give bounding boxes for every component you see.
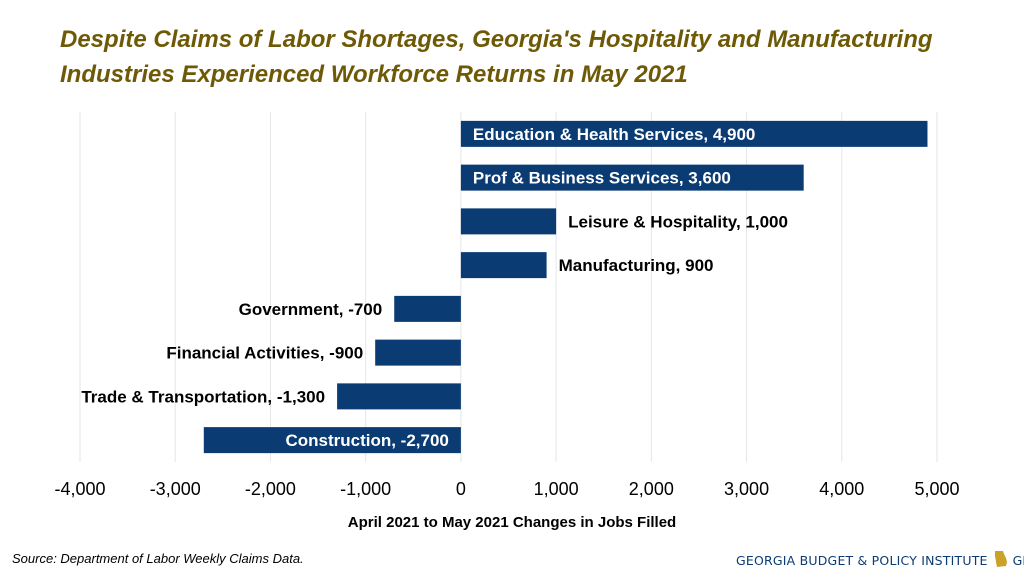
chart-title: Despite Claims of Labor Shortages, Georg… [60,22,1000,92]
georgia-map-icon [994,550,1008,571]
bar [394,295,461,322]
bar-data-label: Trade & Transportation, -1,300 [81,387,325,406]
x-tick-label: 3,000 [724,479,769,499]
x-tick-label: 0 [456,479,466,499]
bar [203,427,461,454]
x-tick-label: -3,000 [150,479,201,499]
bar-data-label: Leisure & Hospitality, 1,000 [568,212,788,231]
bar [375,339,461,366]
x-tick-label: 1,000 [534,479,579,499]
brand-website: GBPI.org [1012,553,1024,568]
bar [460,208,557,235]
bar-data-label: Government, -700 [239,300,383,319]
chart-title-line-1: Despite Claims of Labor Shortages, Georg… [60,26,933,53]
brand-footer: GEORGIA BUDGET & POLICY INSTITUTE GBPI.o… [736,550,1024,571]
x-tick-label: -4,000 [54,479,105,499]
bar-data-label: Construction, -2,700 [285,431,448,450]
x-axis-label: April 2021 to May 2021 Changes in Jobs F… [348,514,676,531]
bar [460,120,928,147]
bar [460,164,804,191]
x-tick-label: -2,000 [245,479,296,499]
x-tick-label: 2,000 [629,479,674,499]
bar-data-label: Prof & Business Services, 3,600 [473,169,731,188]
bar-data-label: Education & Health Services, 4,900 [473,125,756,144]
bar-data-label: Financial Activities, -900 [166,344,363,363]
bar [460,252,547,279]
x-tick-label: 5,000 [914,479,959,499]
source-note: Source: Department of Labor Weekly Claim… [12,551,304,566]
chart-title-line-2: Industries Experienced Workforce Returns… [60,61,688,88]
brand-name: GEORGIA BUDGET & POLICY INSTITUTE [736,553,988,568]
x-tick-label: 4,000 [819,479,864,499]
x-tick-label: -1,000 [340,479,391,499]
bar-data-label: Manufacturing, 900 [559,256,714,275]
bar [337,383,461,410]
